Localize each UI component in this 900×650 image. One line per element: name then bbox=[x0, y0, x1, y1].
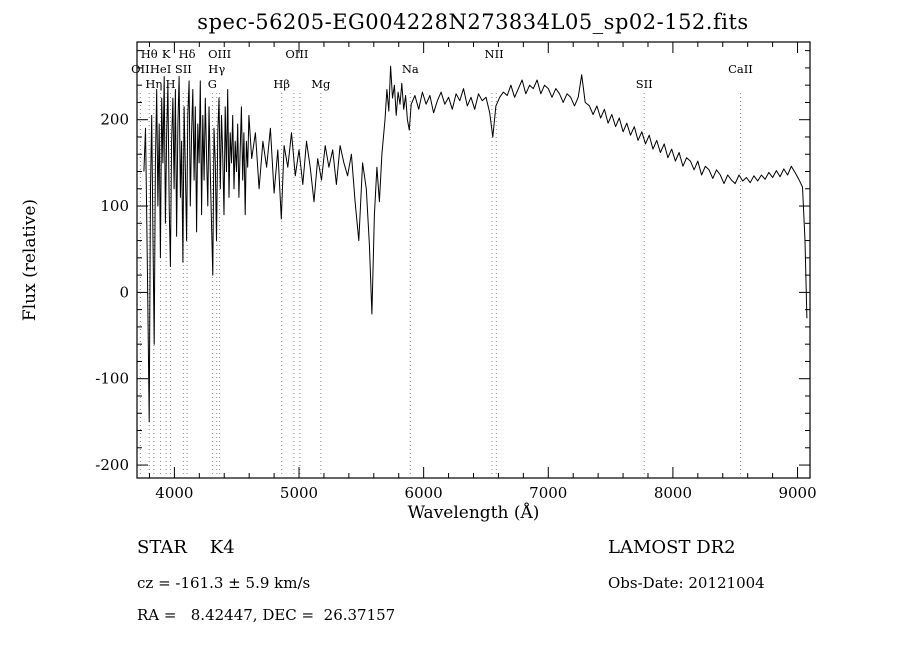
x-axis-label: Wavelength (Å) bbox=[407, 503, 540, 523]
spectral-line-label: Hη bbox=[145, 77, 162, 91]
spectral-line-label: K bbox=[162, 47, 171, 61]
spectral-line-label: G bbox=[208, 77, 217, 91]
object-classification: STAR K4 bbox=[137, 537, 235, 558]
survey-name: LAMOST DR2 bbox=[608, 537, 736, 558]
spectral-line-label: H bbox=[166, 77, 176, 91]
y-tick-label: 0 bbox=[119, 283, 129, 301]
coordinates: RA = 8.42447, DEC = 26.37157 bbox=[137, 606, 396, 624]
spectral-line-label: Hθ bbox=[141, 47, 158, 61]
spectral-line-label: Mg bbox=[311, 77, 331, 91]
spectral-line-label: Hγ bbox=[208, 62, 225, 76]
spectral-line-label: OIII bbox=[208, 47, 231, 61]
y-tick-label: 100 bbox=[100, 197, 129, 215]
spectral-line-label: HeI bbox=[150, 62, 171, 76]
spectrum-line bbox=[143, 65, 808, 423]
x-tick-label: 9000 bbox=[778, 484, 816, 502]
plot-frame bbox=[136, 41, 811, 479]
x-tick-label: 8000 bbox=[654, 484, 692, 502]
x-tick-label: 5000 bbox=[280, 484, 318, 502]
spectral-line-label: OII bbox=[131, 62, 150, 76]
x-tick-label: 7000 bbox=[529, 484, 567, 502]
spectral-line-label: SII bbox=[636, 77, 653, 91]
spectral-line-label: NII bbox=[485, 47, 504, 61]
y-tick-label: -100 bbox=[95, 370, 129, 388]
x-tick-label: 4000 bbox=[155, 484, 193, 502]
redshift-velocity: cz = -161.3 ± 5.9 km/s bbox=[137, 574, 311, 592]
spectral-line-label: CaII bbox=[728, 62, 753, 76]
y-axis-label: Flux (relative) bbox=[20, 198, 40, 322]
spectral-line-label: Na bbox=[402, 62, 419, 76]
x-tick-label: 6000 bbox=[405, 484, 443, 502]
spectral-line-label: Hδ bbox=[179, 47, 196, 61]
spectral-line-label: Hβ bbox=[273, 77, 290, 91]
spectral-line-label: SII bbox=[175, 62, 192, 76]
y-tick-label: 200 bbox=[100, 111, 129, 129]
plot-title: spec-56205-EG004228N273834L05_sp02-152.f… bbox=[197, 10, 749, 34]
spectral-line-label: OIII bbox=[285, 47, 308, 61]
observation-date: Obs-Date: 20121004 bbox=[608, 574, 765, 592]
y-tick-label: -200 bbox=[95, 456, 129, 474]
